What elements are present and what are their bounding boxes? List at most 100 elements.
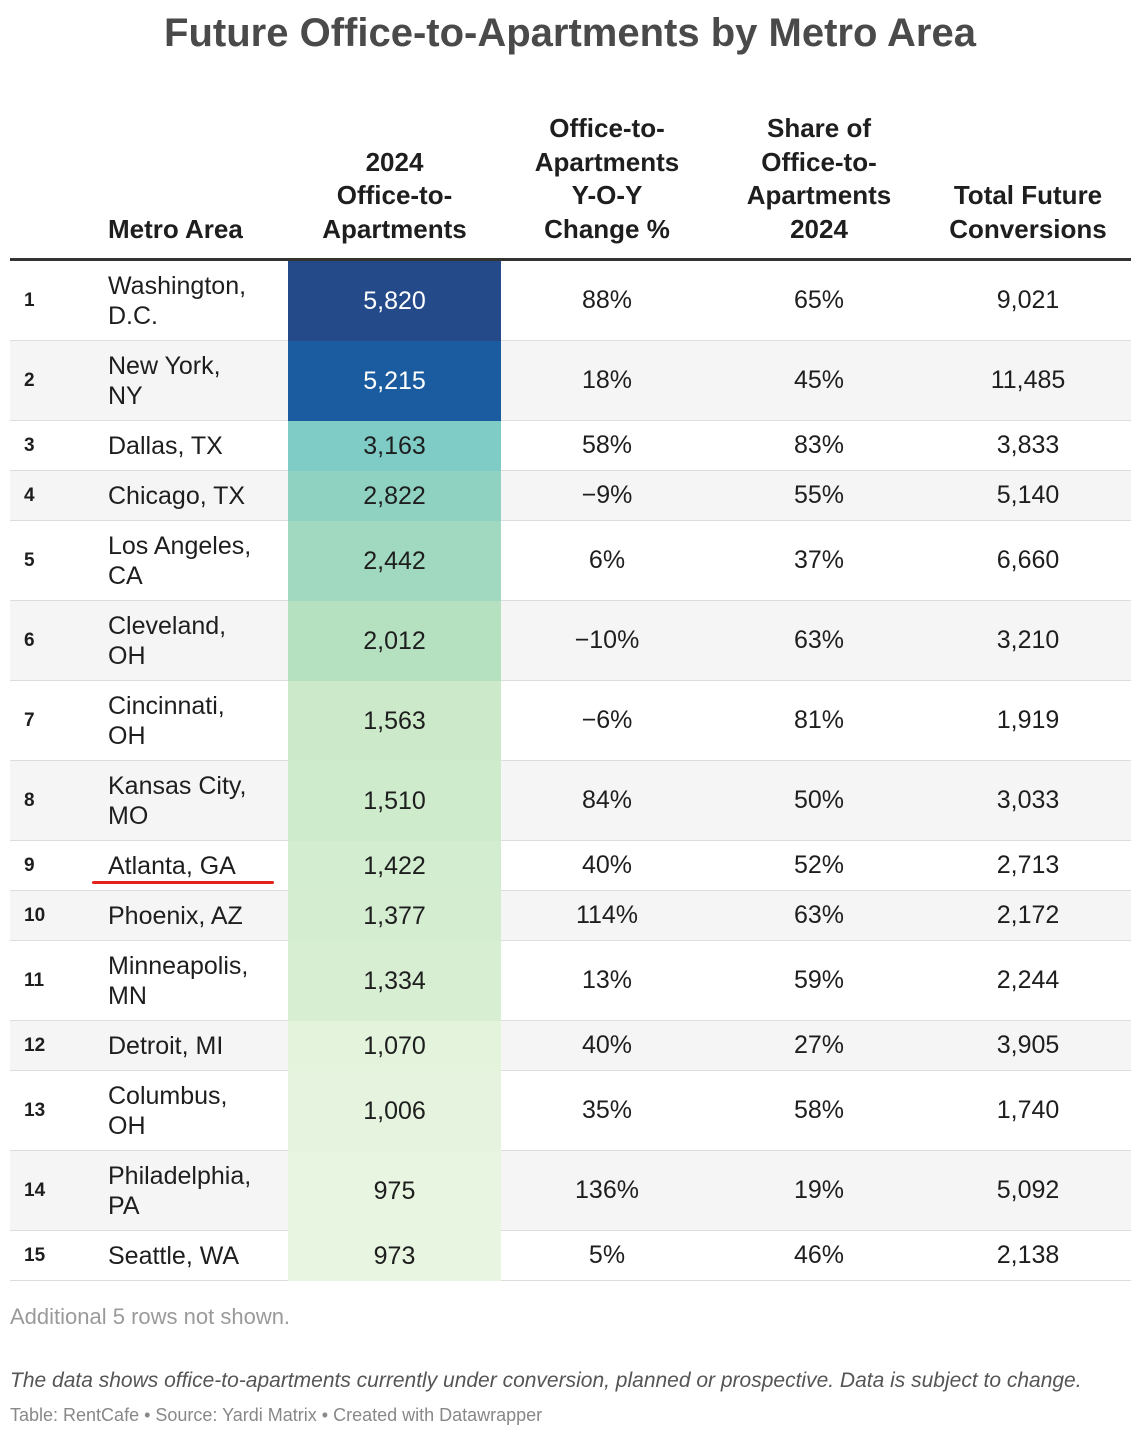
metro-name: Washington, D.C. bbox=[108, 271, 246, 331]
share-cell: 45% bbox=[793, 366, 845, 394]
table-row: 8 Kansas City, MO 1,510 84% 50% 3,033 bbox=[10, 761, 1131, 841]
metro-name: Philadelphia, PA bbox=[108, 1161, 251, 1221]
metro-name-line: OH bbox=[108, 721, 146, 750]
header-yoy-change-line: Apartments bbox=[534, 146, 680, 177]
table-row: 10 Phoenix, AZ 1,377 114% 63% 2,172 bbox=[10, 891, 1131, 941]
metro-name-line: Atlanta, GA bbox=[108, 851, 236, 880]
rank-cell: 14 bbox=[24, 1179, 46, 1201]
yoy-change-cell: 84% bbox=[581, 786, 633, 814]
yoy-change-cell: 18% bbox=[581, 366, 633, 394]
office-2024-heat-cell: 2,442 bbox=[288, 521, 501, 601]
office-2024-heat-cell: 1,510 bbox=[288, 761, 501, 841]
total-conversions-cell: 2,713 bbox=[996, 851, 1060, 879]
metro-cell: Cincinnati, OH bbox=[108, 681, 283, 760]
header-row: Metro Area 2024 Office-to- Apartments Offi… bbox=[10, 96, 1131, 246]
rank-cell: 10 bbox=[24, 904, 46, 926]
metro-name: Cleveland, OH bbox=[108, 611, 226, 671]
header-office-2024: 2024 Office-to- Apartments bbox=[288, 146, 501, 247]
header-office-2024-line: Apartments bbox=[322, 213, 467, 244]
share-cell: 58% bbox=[793, 1096, 845, 1124]
metro-cell: Seattle, WA bbox=[108, 1231, 283, 1280]
total-conversions-cell: 3,033 bbox=[996, 786, 1060, 814]
rows-hidden-note: Additional 5 rows not shown. bbox=[10, 1304, 291, 1329]
table-row: 6 Cleveland, OH 2,012 −10% 63% 3,210 bbox=[10, 601, 1131, 681]
total-conversions-cell: 1,740 bbox=[996, 1096, 1060, 1124]
header-metro-line: Metro Area bbox=[108, 213, 243, 244]
total-conversions-cell: 2,172 bbox=[996, 901, 1060, 929]
metro-cell: Cleveland, OH bbox=[108, 601, 283, 680]
metro-cell: Washington, D.C. bbox=[108, 261, 283, 340]
share-cell: 50% bbox=[793, 786, 845, 814]
metro-cell: Atlanta, GA bbox=[108, 841, 283, 890]
metro-name: Detroit, MI bbox=[108, 1031, 223, 1061]
total-conversions-cell: 5,092 bbox=[996, 1176, 1060, 1204]
table-row: 2 New York, NY 5,215 18% 45% 11,485 bbox=[10, 341, 1131, 421]
rank-cell: 7 bbox=[24, 709, 35, 731]
header-share-line: 2024 bbox=[790, 213, 848, 244]
yoy-change-cell: −9% bbox=[581, 481, 633, 509]
yoy-change-cell: 6% bbox=[588, 546, 626, 574]
office-2024-heat-cell: 5,215 bbox=[288, 341, 501, 421]
table-row: 3 Dallas, TX 3,163 58% 83% 3,833 bbox=[10, 421, 1131, 471]
header-share-line: Share of bbox=[766, 113, 872, 143]
metro-name: Cincinnati, OH bbox=[108, 691, 225, 751]
office-2024-heat-cell: 2,012 bbox=[288, 601, 501, 681]
rank-cell: 5 bbox=[24, 549, 35, 571]
source-credit: Table: RentCafe • Source: Yardi Matrix •… bbox=[10, 1405, 543, 1425]
rank-cell: 2 bbox=[24, 369, 35, 391]
metro-name: Atlanta, GA bbox=[108, 851, 236, 881]
metro-name: Chicago, TX bbox=[108, 481, 245, 511]
header-office-2024-line: 2024 bbox=[365, 146, 424, 177]
rank-cell: 13 bbox=[24, 1099, 46, 1121]
table-row: 14 Philadelphia, PA 975 136% 19% 5,092 bbox=[10, 1151, 1131, 1231]
metro-name-line: CA bbox=[108, 561, 143, 590]
office-2024-heat-cell: 1,377 bbox=[288, 891, 501, 941]
total-conversions-cell: 11,485 bbox=[990, 366, 1066, 394]
metro-name-line: Seattle, WA bbox=[108, 1241, 240, 1270]
metro-name-line: Columbus, bbox=[108, 1081, 228, 1110]
metro-name-line: Philadelphia, bbox=[108, 1161, 252, 1190]
header-yoy-change-line: Change % bbox=[544, 213, 670, 244]
metro-cell: Minneapolis, MN bbox=[108, 941, 283, 1020]
metro-name: Minneapolis, MN bbox=[108, 951, 248, 1011]
share-cell: 59% bbox=[793, 966, 845, 994]
metro-name: Phoenix, AZ bbox=[108, 901, 243, 931]
office-2024-heat-cell: 1,334 bbox=[288, 941, 501, 1021]
total-conversions-cell: 3,833 bbox=[996, 431, 1060, 459]
header-share: Share of Office-to- Apartments 2024 bbox=[713, 112, 925, 246]
metro-name-line: D.C. bbox=[108, 301, 158, 330]
metro-name-line: NY bbox=[108, 381, 143, 410]
share-cell: 55% bbox=[793, 481, 845, 509]
metro-name: Los Angeles, CA bbox=[108, 531, 251, 591]
header-yoy-change: Office-to- Apartments Y-O-Y Change % bbox=[501, 112, 713, 246]
metro-name-line: Dallas, TX bbox=[108, 431, 223, 460]
table-row: 11 Minneapolis, MN 1,334 13% 59% 2,244 bbox=[10, 941, 1131, 1021]
metro-name-line: Kansas City, bbox=[108, 771, 247, 800]
office-2024-heat-cell: 2,822 bbox=[288, 471, 501, 521]
header-total-conversions-line: Conversions bbox=[949, 213, 1107, 244]
rank-cell: 6 bbox=[24, 629, 35, 651]
rank-cell: 12 bbox=[24, 1034, 46, 1056]
metro-name-line: MN bbox=[108, 981, 147, 1010]
yoy-change-cell: 35% bbox=[581, 1096, 633, 1124]
header-total-conversions-line: Total Future bbox=[953, 180, 1103, 210]
metro-name-line: New York, bbox=[108, 351, 221, 380]
office-2024-heat-cell: 1,563 bbox=[288, 681, 501, 761]
total-conversions-cell: 5,140 bbox=[996, 481, 1060, 509]
metro-cell: Detroit, MI bbox=[108, 1021, 283, 1070]
metro-cell: Columbus, OH bbox=[108, 1071, 283, 1150]
total-conversions-cell: 3,905 bbox=[996, 1031, 1060, 1059]
chart-title: Future Office-to-Apartments by Metro Are… bbox=[164, 11, 976, 55]
total-conversions-cell: 3,210 bbox=[996, 626, 1060, 654]
metro-name-line: Phoenix, AZ bbox=[108, 901, 243, 930]
metro-name: Kansas City, MO bbox=[108, 771, 246, 831]
rank-cell: 15 bbox=[24, 1244, 46, 1266]
metro-name-line: Chicago, TX bbox=[108, 481, 246, 510]
metro-cell: Los Angeles, CA bbox=[108, 521, 283, 600]
table-row: 12 Detroit, MI 1,070 40% 27% 3,905 bbox=[10, 1021, 1131, 1071]
metro-name-line: Cleveland, bbox=[108, 611, 227, 640]
rank-cell: 8 bbox=[24, 789, 35, 811]
header-rule bbox=[10, 258, 1131, 261]
metro-cell: New York, NY bbox=[108, 341, 283, 420]
table-row: 1 Washington, D.C. 5,820 88% 65% 9,021 bbox=[10, 261, 1131, 341]
